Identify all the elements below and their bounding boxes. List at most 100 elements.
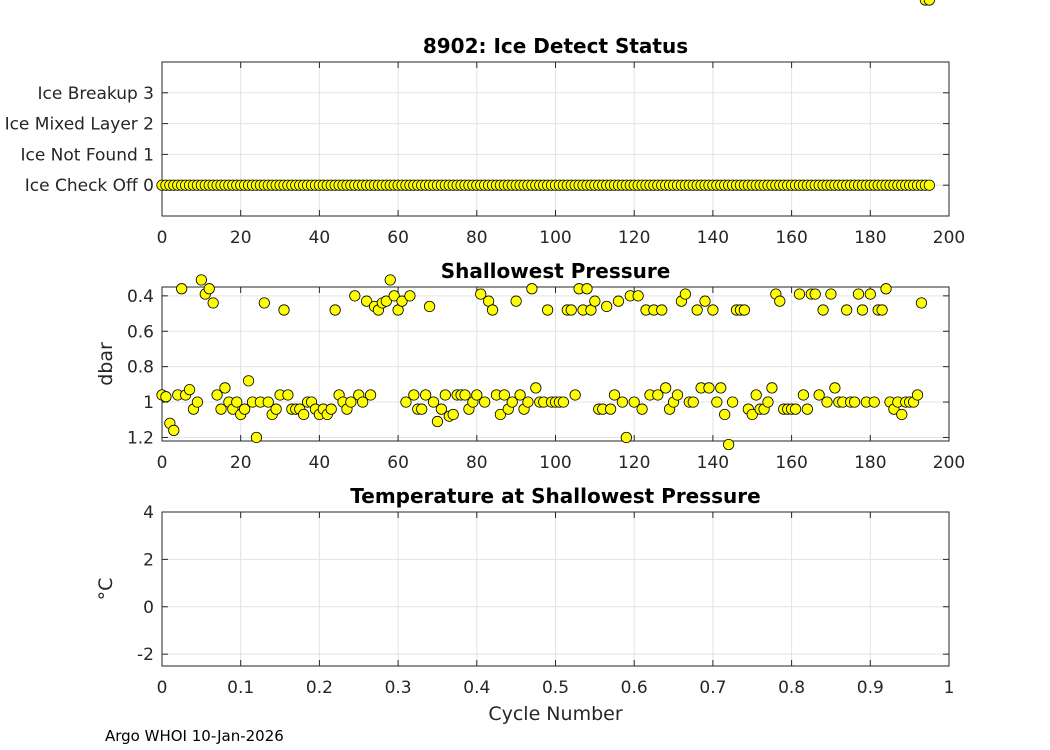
pres-data-point [514,389,526,401]
pres-data-point [565,304,577,316]
pres-xtick-label: 160 [775,453,807,473]
pres-data-point [298,408,310,421]
pres-data-point [435,403,447,415]
pres-data-point [876,304,888,316]
temp-ytick-label: 2 [143,550,154,570]
pres-data-point [841,304,853,316]
pres-data-point [726,396,739,408]
pres-data-point [715,382,727,394]
pres-data-point [852,288,865,300]
temp-ytick-label: 0 [143,598,154,618]
pres-data-point [809,288,821,300]
ice-xtick-label: 140 [697,228,729,248]
pres-data-point [278,304,290,316]
pres-xtick-label: 100 [539,453,571,473]
pres-data-point [479,396,491,408]
pres-data-point [242,375,255,387]
temp-y-axis-label: °C [95,578,117,601]
temp-xtick-label: 1 [944,678,955,698]
temp-xtick-label: 0.1 [227,678,254,698]
pres-data-point [459,389,471,401]
pres-data-point [601,300,613,313]
pres-data-point [821,396,833,408]
ice-data-point [923,179,935,191]
pres-data-point [896,408,908,421]
pres-data-point [671,389,684,401]
pres-data-point [868,396,880,408]
pres-ytick-label: 1.2 [127,428,154,448]
pres-data-point [738,304,750,316]
pres-data-point [569,389,581,401]
pres-data-point [691,304,703,316]
pres-data-point [813,389,825,401]
pres-data-point [329,304,341,316]
pres-data-point [628,396,640,408]
pres-data-point [423,300,436,313]
footer-credit: Argo WHOI 10-Jan-2026 [105,727,284,745]
pres-data-point [915,297,928,309]
pres-data-point [636,403,648,415]
pres-data-point [911,389,924,401]
pres-data-point [475,288,487,300]
pres-data-point [388,290,400,302]
pres-xtick-label: 200 [933,453,965,473]
pres-data-point [408,389,420,401]
pres-data-point [581,283,593,295]
pres-data-point [774,295,786,307]
pres-data-point [679,288,691,300]
pres-data-point [486,304,499,316]
pres-data-point [349,290,361,302]
pres-xtick-label: 40 [309,453,331,473]
ice-ytick-label: Ice Mixed Layer 2 [5,115,154,135]
temp-xtick-label: 0.3 [385,678,412,698]
pres-data-point [620,431,632,444]
pres-chart-title: Shallowest Pressure [441,259,671,283]
ice-xtick-label: 180 [854,228,886,248]
temp-xtick-label: 0.9 [857,678,884,698]
ice-axes-frame [161,61,950,217]
temp-ytick-label: 4 [143,503,154,523]
pres-data-point [494,408,507,421]
temp-xtick-label: 0.2 [306,678,333,698]
pres-data-point [420,389,432,401]
pres-data-point [207,297,219,309]
pres-data-point [608,389,621,401]
pres-data-point [825,288,837,300]
pres-data-point [656,304,668,316]
pres-data-point [616,396,628,408]
pres-data-point [723,438,735,451]
pres-data-point [396,295,408,307]
pres-xtick-label: 20 [230,453,252,473]
pres-data-point [864,288,876,300]
ice-chart-title: 8902: Ice Detect Status [423,34,688,58]
pres-data-point [801,403,813,415]
ice-ytick-label: Ice Not Found 1 [20,145,154,165]
temp-axes-frame [161,511,950,667]
pres-data-point [239,403,251,415]
ice-axes: 0 20 40 60 80 100 120 140 160 180 200 Ice Check Off… [5,34,966,248]
pres-data-point [789,403,802,415]
pres-data-point [345,396,357,408]
pres-data-point [258,297,270,309]
pres-ytick-label: 0.8 [127,358,154,378]
pres-data-point [719,408,731,421]
pres-data-point [817,304,829,316]
pres-data-point [687,396,699,408]
pres-data-point [447,408,459,421]
pres-data-point [848,396,861,408]
pres-xtick-label: 120 [618,453,650,473]
pres-xtick-label: 140 [697,453,729,473]
pres-data-point [604,403,617,415]
ice-ytick-label: Ice Check Off 0 [25,176,154,196]
pres-data-point [829,382,841,394]
ice-ytick-label: Ice Breakup 3 [38,84,155,104]
pres-data-point [384,274,396,286]
pres-data-point [856,304,869,316]
pres-data-point [404,290,416,302]
pres-xtick-label: 180 [854,453,886,473]
pres-data-point [364,389,377,401]
pres-data-point [282,389,294,401]
pres-y-axis-label: dbar [95,342,117,386]
pres-data-point [506,396,518,408]
pres-data-point [703,382,715,394]
